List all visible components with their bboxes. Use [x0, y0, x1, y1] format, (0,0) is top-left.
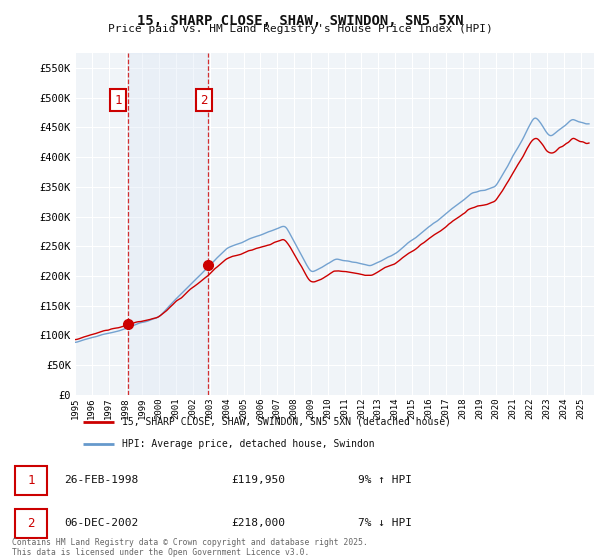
Text: HPI: Average price, detached house, Swindon: HPI: Average price, detached house, Swin…	[122, 438, 374, 449]
FancyBboxPatch shape	[15, 508, 47, 538]
Text: 2: 2	[27, 517, 35, 530]
Text: 2: 2	[200, 94, 208, 107]
Text: Contains HM Land Registry data © Crown copyright and database right 2025.
This d: Contains HM Land Registry data © Crown c…	[12, 538, 368, 557]
Text: £218,000: £218,000	[231, 519, 285, 528]
Text: 26-FEB-1998: 26-FEB-1998	[64, 475, 138, 485]
Text: 1: 1	[27, 474, 35, 487]
Text: 15, SHARP CLOSE, SHAW, SWINDON, SN5 5XN: 15, SHARP CLOSE, SHAW, SWINDON, SN5 5XN	[137, 14, 463, 28]
FancyBboxPatch shape	[15, 466, 47, 495]
Text: 15, SHARP CLOSE, SHAW, SWINDON, SN5 5XN (detached house): 15, SHARP CLOSE, SHAW, SWINDON, SN5 5XN …	[122, 417, 451, 427]
Text: 1: 1	[115, 94, 122, 107]
Bar	[128, 53, 208, 395]
Text: 06-DEC-2002: 06-DEC-2002	[64, 519, 138, 528]
Text: 7% ↓ HPI: 7% ↓ HPI	[358, 519, 412, 528]
Text: 9% ↑ HPI: 9% ↑ HPI	[358, 475, 412, 485]
Text: £119,950: £119,950	[231, 475, 285, 485]
Text: Price paid vs. HM Land Registry's House Price Index (HPI): Price paid vs. HM Land Registry's House …	[107, 24, 493, 34]
